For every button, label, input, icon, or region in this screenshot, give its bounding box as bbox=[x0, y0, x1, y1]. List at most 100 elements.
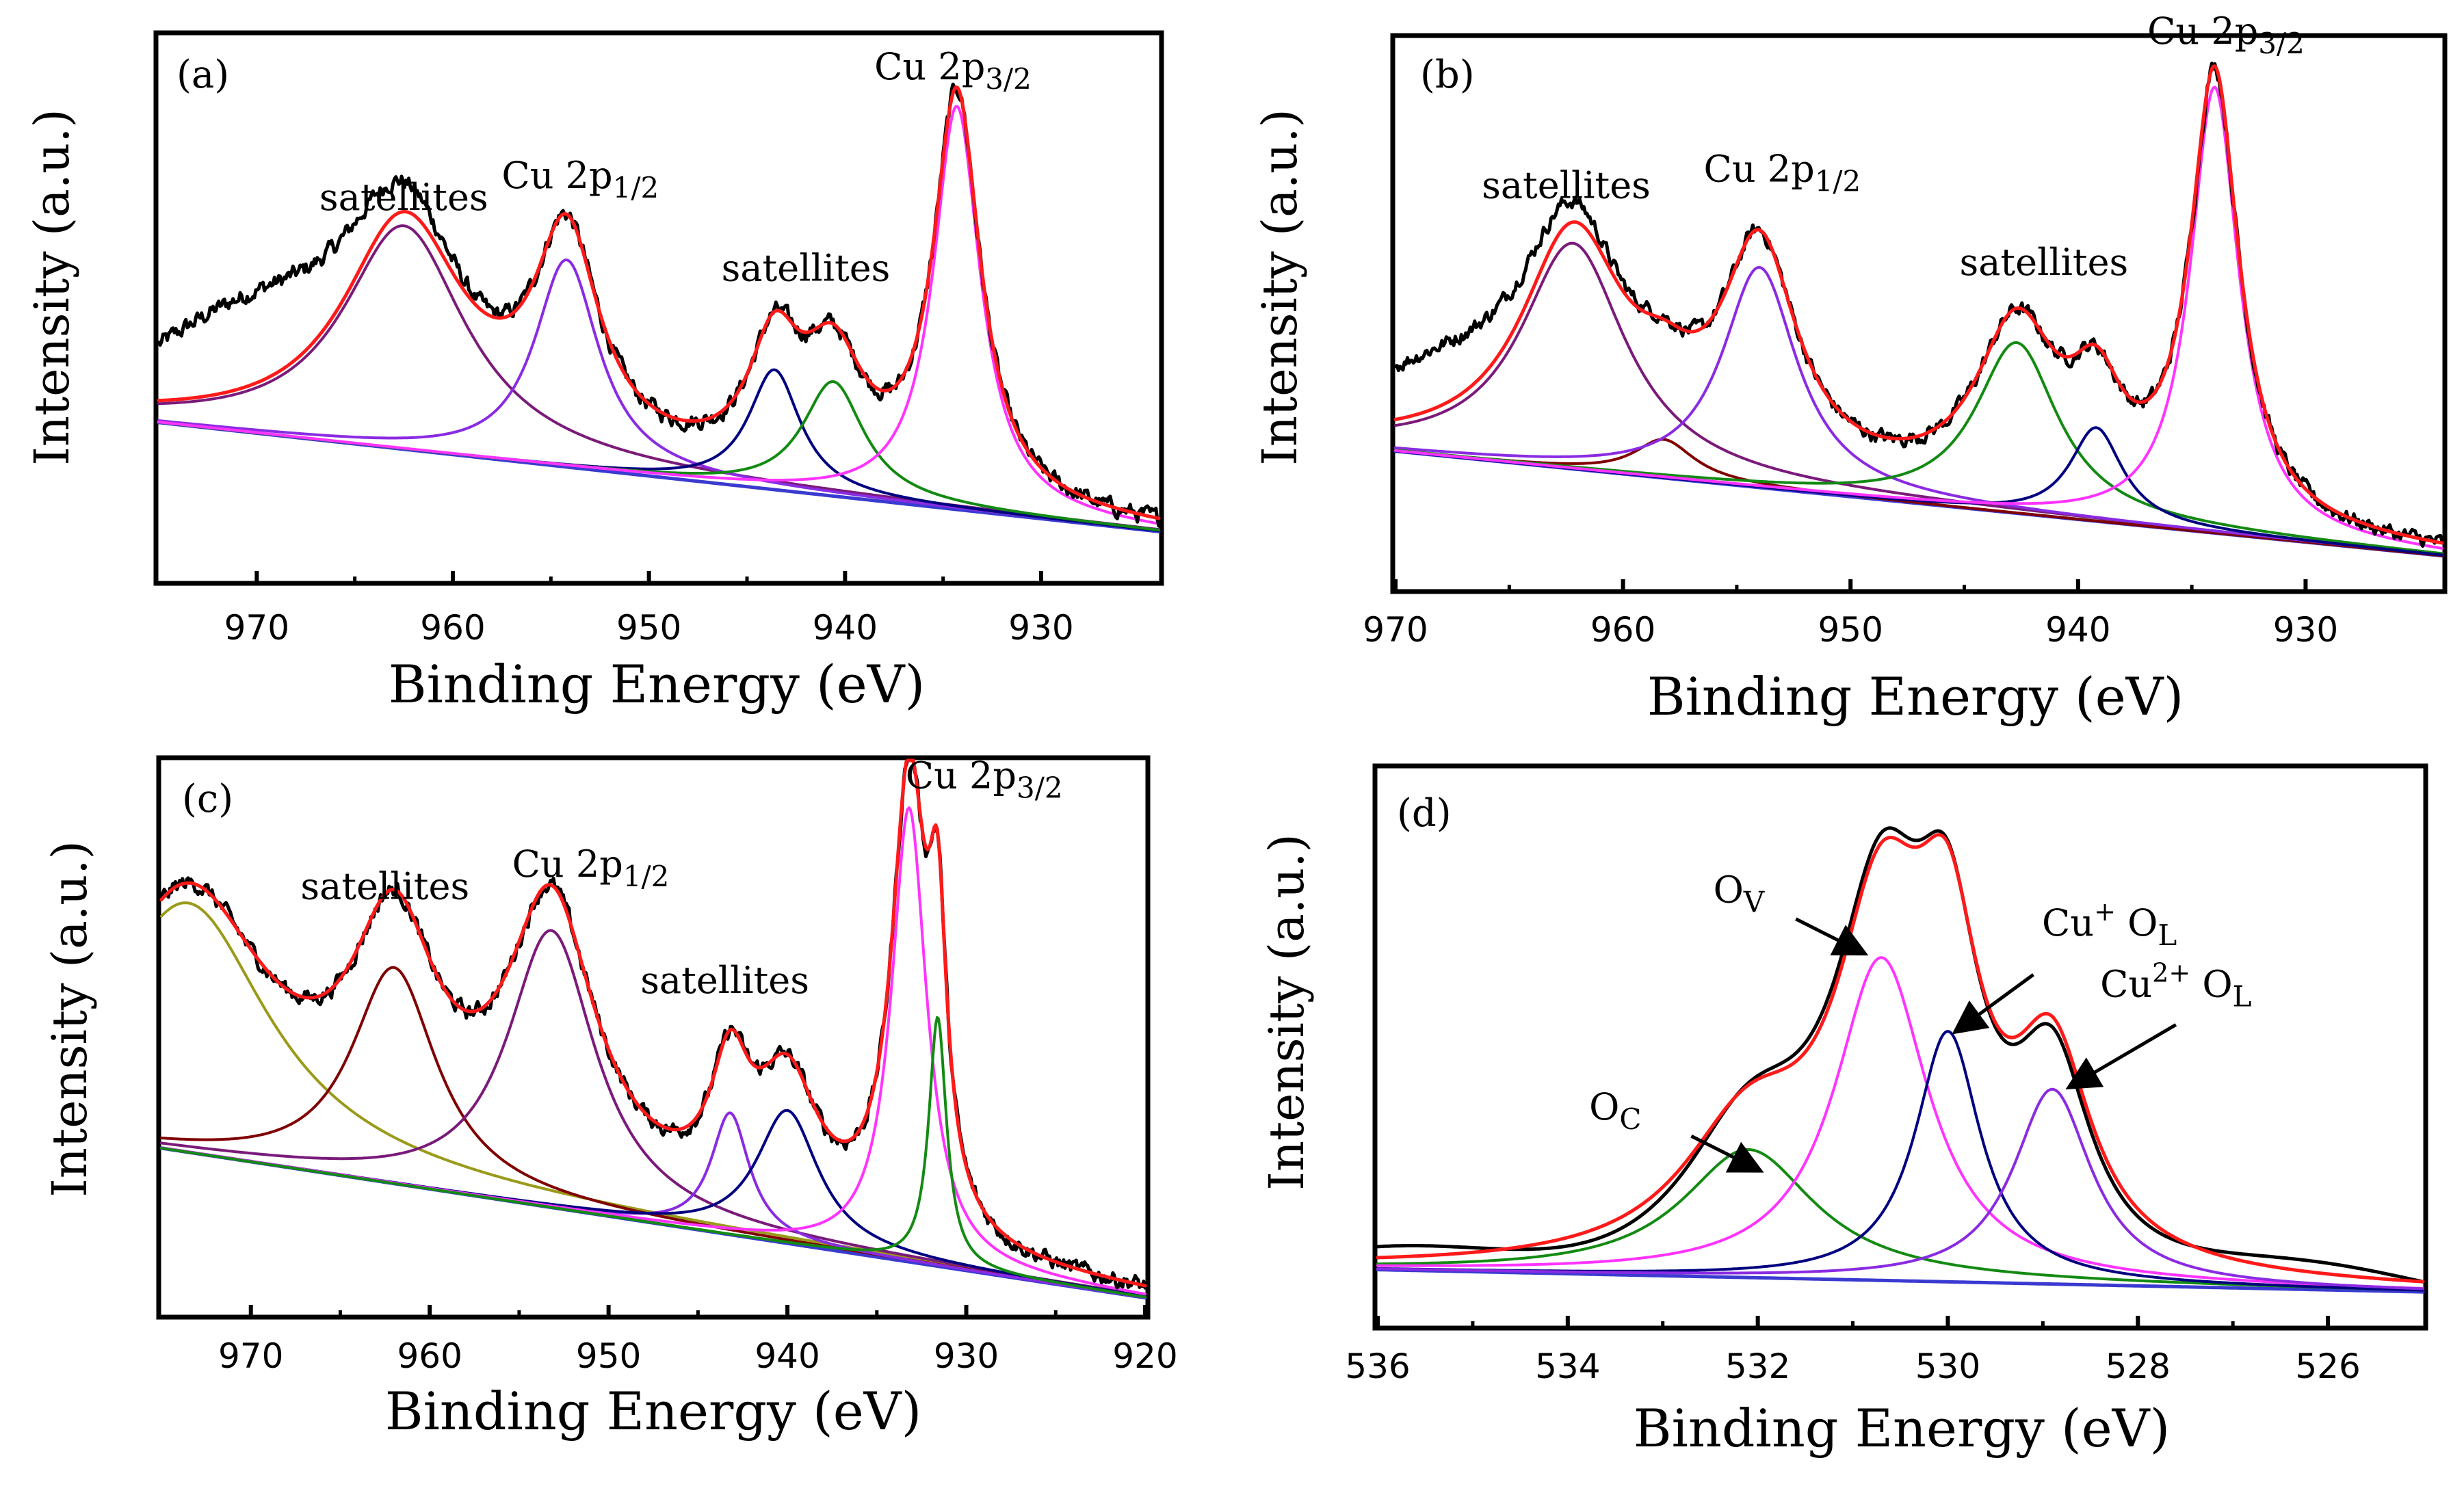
x-tick-label: 940 bbox=[755, 1336, 820, 1376]
annotation-main: Cu 2p bbox=[501, 154, 612, 197]
x-tick-label: 930 bbox=[1008, 608, 1073, 648]
x-tick-label: 940 bbox=[2045, 610, 2110, 650]
peak-annotation: Cu 2p1/2 bbox=[501, 154, 659, 204]
x-tick-label: 920 bbox=[1112, 1336, 1177, 1376]
peak-component bbox=[1394, 341, 2443, 555]
background-line bbox=[1376, 1268, 2425, 1294]
annotation-sub: 1/2 bbox=[1815, 164, 1861, 198]
x-tick-label: 930 bbox=[2273, 610, 2338, 650]
annotation-sub: C bbox=[1619, 1102, 1641, 1136]
peak-annotation: satellites bbox=[1960, 241, 2129, 284]
annotation-arrow bbox=[1690, 1135, 1764, 1173]
peak-component bbox=[1376, 1148, 2424, 1292]
annotation-main: satellites bbox=[319, 176, 488, 219]
annotation-sub: V bbox=[1743, 885, 1765, 918]
envelope-fit-line bbox=[157, 85, 1161, 520]
panel-label: (d) bbox=[1397, 791, 1452, 836]
raw-data-line bbox=[1376, 826, 2425, 1284]
annotation-main: satellites bbox=[640, 959, 809, 1002]
annotation-main: Cu bbox=[2042, 901, 2094, 944]
x-tick-label: 950 bbox=[1818, 610, 1883, 650]
peak-annotation: Cu+ OL bbox=[2042, 897, 2177, 952]
x-axis-label: Binding Energy (eV) bbox=[385, 1381, 921, 1442]
peak-annotation: satellites bbox=[640, 959, 809, 1002]
peak-annotation: Cu2+ OL bbox=[2100, 958, 2251, 1014]
annotation-sub: 3/2 bbox=[2258, 27, 2305, 60]
plot-frame bbox=[1372, 763, 2428, 1331]
peak-component bbox=[1394, 426, 2443, 557]
panel-label: (b) bbox=[1420, 53, 1475, 97]
peak-component bbox=[1394, 85, 2443, 550]
x-tick-label: 960 bbox=[1590, 610, 1655, 650]
y-axis-label: Intensity (a.u.) bbox=[1259, 834, 1315, 1191]
peak-component bbox=[1376, 956, 2424, 1290]
x-tick-label: 530 bbox=[1915, 1347, 1980, 1386]
x-tick-label: 950 bbox=[616, 608, 681, 648]
x-axis-label: Binding Energy (eV) bbox=[1634, 1398, 2170, 1459]
envelope-fit-line bbox=[1393, 64, 2444, 545]
x-tick-label: 930 bbox=[934, 1336, 999, 1376]
plot-frame bbox=[156, 755, 1151, 1320]
annotation-arrow bbox=[1952, 973, 2034, 1035]
x-tick-label: 950 bbox=[576, 1336, 641, 1376]
envelope-fit-line bbox=[159, 758, 1147, 1288]
y-axis-label: Intensity (a.u.) bbox=[1252, 109, 1308, 466]
x-tick-label: 970 bbox=[224, 608, 289, 648]
peak-annotation: Cu 2p3/2 bbox=[874, 45, 1032, 96]
x-axis-label: Binding Energy (eV) bbox=[389, 654, 925, 715]
annotation-main: satellites bbox=[722, 247, 891, 290]
annotation-main: satellites bbox=[1960, 241, 2129, 284]
x-tick-label: 536 bbox=[1345, 1347, 1410, 1386]
x-tick-label: 960 bbox=[420, 608, 485, 648]
peak-annotation: OV bbox=[1714, 868, 1765, 918]
panel-a: Intensity (a.u.) (a) satellites Cu 2p1/2 s… bbox=[24, 30, 1164, 715]
y-axis-label: Intensity (a.u.) bbox=[42, 840, 98, 1197]
panel-b: Intensity (a.u.) (b) satellites Cu 2p1/2s… bbox=[1252, 10, 2448, 727]
x-tick-label: 534 bbox=[1535, 1347, 1600, 1386]
panel-label: (c) bbox=[182, 777, 233, 821]
x-tick-label: 940 bbox=[813, 608, 878, 648]
annotation-main: O bbox=[1589, 1085, 1619, 1128]
raw-data-line bbox=[159, 758, 1147, 1290]
annotation-sub: 3/2 bbox=[985, 62, 1032, 96]
peak-annotation: satellites bbox=[300, 865, 469, 908]
x-tick-label: 970 bbox=[1363, 610, 1428, 650]
peak-annotation: Cu 2p3/2 bbox=[906, 754, 1063, 805]
annotation-mid: O bbox=[2190, 963, 2232, 1006]
peak-annotation: Cu 2p1/2 bbox=[512, 843, 670, 893]
peak-annotation: Cu 2p3/2 bbox=[2147, 10, 2305, 60]
x-tick-label: 960 bbox=[397, 1336, 462, 1376]
panel-label: (a) bbox=[176, 53, 229, 97]
plot-frame bbox=[1390, 33, 2448, 594]
peak-component bbox=[160, 1016, 1146, 1299]
annotation-main: Cu 2p bbox=[2147, 10, 2258, 53]
y-axis-label: Intensity (a.u.) bbox=[24, 109, 80, 466]
peak-component bbox=[1394, 241, 2443, 556]
peak-annotation: satellites bbox=[722, 247, 891, 290]
annotation-main: O bbox=[1714, 868, 1744, 911]
peak-component bbox=[160, 1111, 1146, 1299]
annotation-sub: L bbox=[2233, 980, 2252, 1014]
annotation-sub: 3/2 bbox=[1017, 771, 1063, 805]
peak-component bbox=[160, 966, 1146, 1299]
annotation-mid: O bbox=[2116, 901, 2158, 944]
annotation-main: Cu 2p bbox=[1704, 147, 1815, 190]
annotation-main: Cu 2p bbox=[906, 754, 1017, 797]
annotation-sub: 1/2 bbox=[613, 171, 659, 204]
x-tick-label: 532 bbox=[1725, 1347, 1790, 1386]
x-axis-label: Binding Energy (eV) bbox=[1647, 666, 2184, 727]
annotation-arrow bbox=[2065, 1023, 2177, 1090]
annotation-main: Cu bbox=[2100, 963, 2152, 1006]
annotation-arrow bbox=[1795, 917, 1869, 956]
annotation-sub: 1/2 bbox=[623, 860, 670, 893]
peak-annotation: Cu 2p1/2 bbox=[1704, 147, 1861, 198]
annotation-sup: + bbox=[2094, 897, 2116, 927]
peak-component bbox=[1394, 438, 2443, 557]
annotation-sup: 2+ bbox=[2152, 958, 2190, 988]
envelope-fit-line bbox=[1376, 833, 2425, 1284]
x-tick-label: 970 bbox=[218, 1336, 283, 1376]
annotation-sub: L bbox=[2158, 918, 2177, 952]
x-tick-label: 528 bbox=[2106, 1347, 2171, 1386]
